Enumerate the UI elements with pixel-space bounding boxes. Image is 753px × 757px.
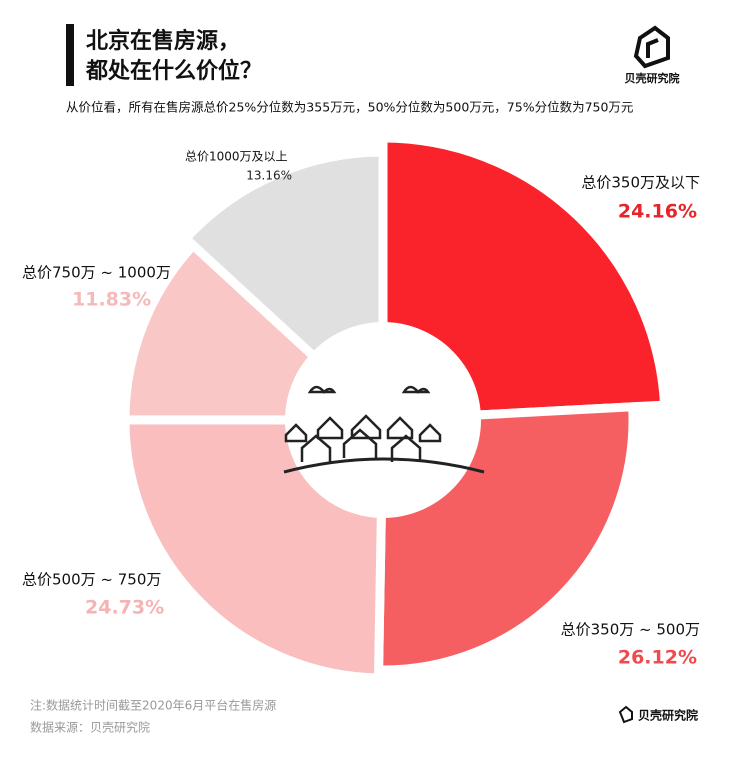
logo-icon: [633, 25, 670, 69]
slice-label: 总价350万 ~ 500万: [561, 621, 700, 639]
footer-logo-icon: [618, 705, 633, 724]
value-label: 11.83%: [72, 289, 151, 311]
slice-label: 总价750万 ~ 1000万: [22, 264, 171, 282]
value-label: 13.16%: [246, 169, 292, 183]
center-hole: [285, 322, 481, 518]
title: 都处在什么价位？: [85, 58, 262, 84]
footer-source: 数据来源：贝壳研究院: [30, 720, 150, 735]
house-icon: [283, 385, 485, 474]
title: 北京在售房源，: [86, 28, 240, 54]
pie-slice: [378, 133, 670, 425]
slice-label: 总价350万及以下: [581, 174, 700, 192]
value-label: 26.12%: [618, 647, 697, 669]
footer-logo: 贝壳研究院: [638, 708, 698, 723]
footer-note: 注:数据统计时间截至2020年6月平台在售房源: [30, 698, 276, 713]
slice-label: 总价500万 ~ 750万: [22, 571, 161, 589]
logo-text: 贝壳研究院: [625, 71, 680, 85]
value-label: 24.16%: [618, 201, 697, 223]
value-label: 24.73%: [85, 597, 164, 619]
title-bar: [66, 24, 74, 86]
slice-label: 总价1000万及以上: [185, 150, 288, 164]
subtitle: 从价位看，所有在售房源总价25%分位数为355万元，50%分位数为500万元，7…: [66, 100, 633, 115]
